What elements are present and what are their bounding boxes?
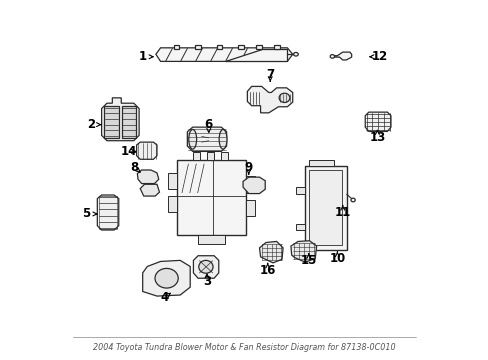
Ellipse shape: [329, 55, 334, 58]
Polygon shape: [308, 160, 333, 166]
Text: 8: 8: [130, 161, 139, 174]
Polygon shape: [122, 106, 136, 138]
Ellipse shape: [293, 53, 298, 56]
Text: 5: 5: [82, 207, 91, 220]
Bar: [176, 160, 246, 235]
Bar: [308, 170, 342, 245]
Ellipse shape: [279, 93, 289, 103]
Text: 16: 16: [259, 264, 275, 276]
Bar: [198, 235, 224, 244]
Bar: [255, 45, 261, 49]
Bar: [167, 196, 176, 212]
Text: 2004 Toyota Tundra Blower Motor & Fan Resistor Diagram for 87138-0C010: 2004 Toyota Tundra Blower Motor & Fan Re…: [93, 343, 395, 352]
Polygon shape: [136, 142, 157, 159]
Text: 1: 1: [138, 50, 146, 63]
Text: 12: 12: [371, 50, 387, 63]
Polygon shape: [193, 256, 218, 278]
Polygon shape: [259, 242, 283, 263]
Text: 14: 14: [120, 145, 136, 158]
Polygon shape: [243, 177, 264, 194]
Bar: [167, 173, 176, 189]
Bar: [246, 200, 255, 216]
Text: 11: 11: [334, 206, 350, 219]
Polygon shape: [97, 195, 119, 230]
Text: 9: 9: [244, 161, 252, 174]
Ellipse shape: [219, 130, 226, 149]
Text: 2: 2: [87, 118, 96, 131]
Bar: [192, 153, 200, 160]
Bar: [206, 153, 214, 160]
Bar: [246, 176, 255, 193]
Bar: [238, 45, 244, 49]
Text: 4: 4: [160, 291, 168, 305]
Polygon shape: [187, 127, 226, 152]
Ellipse shape: [198, 260, 213, 273]
Polygon shape: [156, 48, 292, 62]
Polygon shape: [295, 187, 304, 194]
Polygon shape: [295, 224, 304, 230]
Polygon shape: [140, 184, 159, 196]
Bar: [221, 153, 228, 160]
Bar: [216, 45, 222, 49]
Polygon shape: [333, 52, 351, 60]
Bar: [195, 45, 201, 49]
Polygon shape: [247, 86, 292, 113]
Bar: [304, 166, 346, 249]
Polygon shape: [104, 106, 119, 138]
Bar: [173, 45, 179, 49]
Polygon shape: [142, 260, 190, 296]
Polygon shape: [137, 170, 159, 184]
Text: 13: 13: [368, 131, 385, 144]
Text: 10: 10: [328, 252, 345, 265]
Polygon shape: [102, 98, 139, 141]
Ellipse shape: [350, 198, 354, 202]
Bar: [273, 45, 279, 49]
Polygon shape: [365, 112, 390, 131]
Ellipse shape: [155, 269, 178, 288]
Text: 6: 6: [204, 118, 212, 131]
Polygon shape: [224, 49, 286, 61]
Text: 7: 7: [265, 68, 274, 81]
Polygon shape: [290, 241, 316, 262]
Ellipse shape: [188, 130, 196, 149]
Text: 3: 3: [203, 275, 211, 288]
Text: 15: 15: [300, 254, 316, 267]
